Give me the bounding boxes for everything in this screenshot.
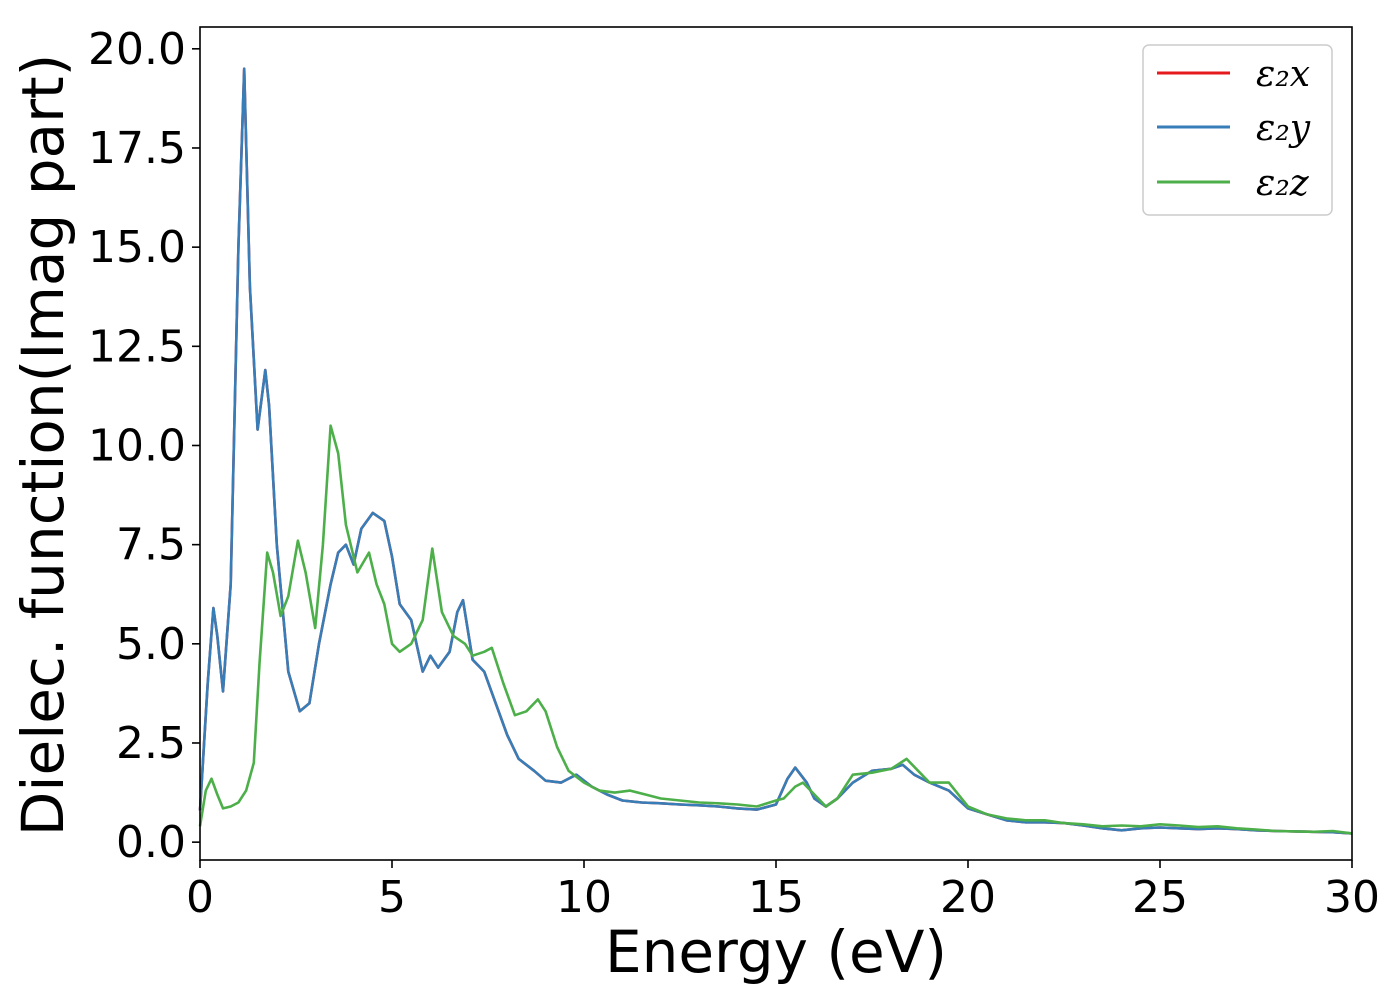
y-axis-label: Dielec. function(Imag part) — [9, 54, 77, 837]
tick-layer: 0 5 10 15 20 25 30 0.0 2.5 5.0 7.5 10.0 12.5 15.0 17.5… — [88, 24, 1380, 923]
legend-box — [1142, 44, 1333, 216]
series-line-2 — [198, 424, 1353, 835]
y-tick-label: 5.0 — [116, 619, 186, 670]
x-tick-label: 30 — [1324, 872, 1380, 923]
y-tick-label: 20.0 — [88, 24, 186, 75]
y-tick-label: 10.0 — [88, 420, 186, 471]
y-tick-label: 7.5 — [116, 520, 186, 571]
x-tick-label: 20 — [940, 872, 996, 923]
y-tick-label: 17.5 — [88, 123, 186, 174]
y-tick-label: 12.5 — [88, 321, 186, 372]
y-tick-label: 0.0 — [116, 817, 186, 868]
legend-label-e2y: ε₂y — [1256, 108, 1311, 149]
legend: ε₂x ε₂y ε₂z — [1142, 44, 1333, 216]
series-layer — [198, 67, 1353, 835]
y-tick-label: 15.0 — [88, 222, 186, 273]
legend-label-e2z: ε₂z — [1256, 163, 1310, 204]
x-tick-label: 15 — [748, 872, 804, 923]
y-tick-label: 2.5 — [116, 718, 186, 769]
x-tick-label: 10 — [556, 872, 612, 923]
x-axis-label: Energy (eV) — [605, 918, 947, 986]
x-tick-label: 25 — [1132, 872, 1188, 923]
x-tick-label: 5 — [378, 872, 406, 923]
legend-label-e2x: ε₂x — [1256, 54, 1310, 95]
x-tick-label: 0 — [186, 872, 214, 923]
